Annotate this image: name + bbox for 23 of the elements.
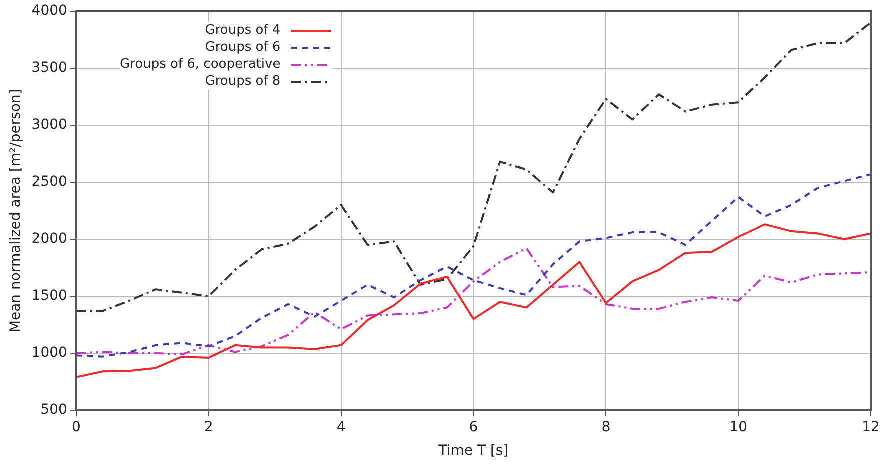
y-tick-label: 2500 (32, 174, 68, 190)
legend-label: Groups of 4 (205, 23, 281, 38)
x-tick-label: 2 (204, 419, 214, 436)
legend-label: Groups of 6, cooperative (120, 57, 281, 72)
x-tick-label: 0 (72, 419, 81, 436)
y-tick-label: 4000 (32, 3, 68, 20)
line-series (76, 22, 871, 312)
y-tick-label: 1000 (32, 345, 68, 362)
legend-label: Groups of 8 (205, 74, 281, 89)
x-tick-label: 4 (336, 419, 346, 436)
x-tick-label: 12 (862, 419, 880, 436)
x-tick-label: 6 (469, 419, 478, 436)
y-tick-label: 3000 (32, 117, 68, 134)
y-tick-label: 2000 (32, 231, 68, 248)
legend-label: Groups of 6 (205, 40, 281, 55)
x-axis-title: Time T [s] (438, 443, 509, 460)
line-series (76, 173, 871, 358)
x-tick-label: 10 (730, 419, 748, 436)
y-tick-label: 1500 (32, 288, 68, 304)
y-axis-title: Mean normalized area [m²/person] (8, 89, 24, 333)
y-tick-label: 3500 (32, 60, 68, 76)
y-tick-label: 500 (40, 402, 68, 418)
x-tick-label: 8 (602, 419, 611, 436)
